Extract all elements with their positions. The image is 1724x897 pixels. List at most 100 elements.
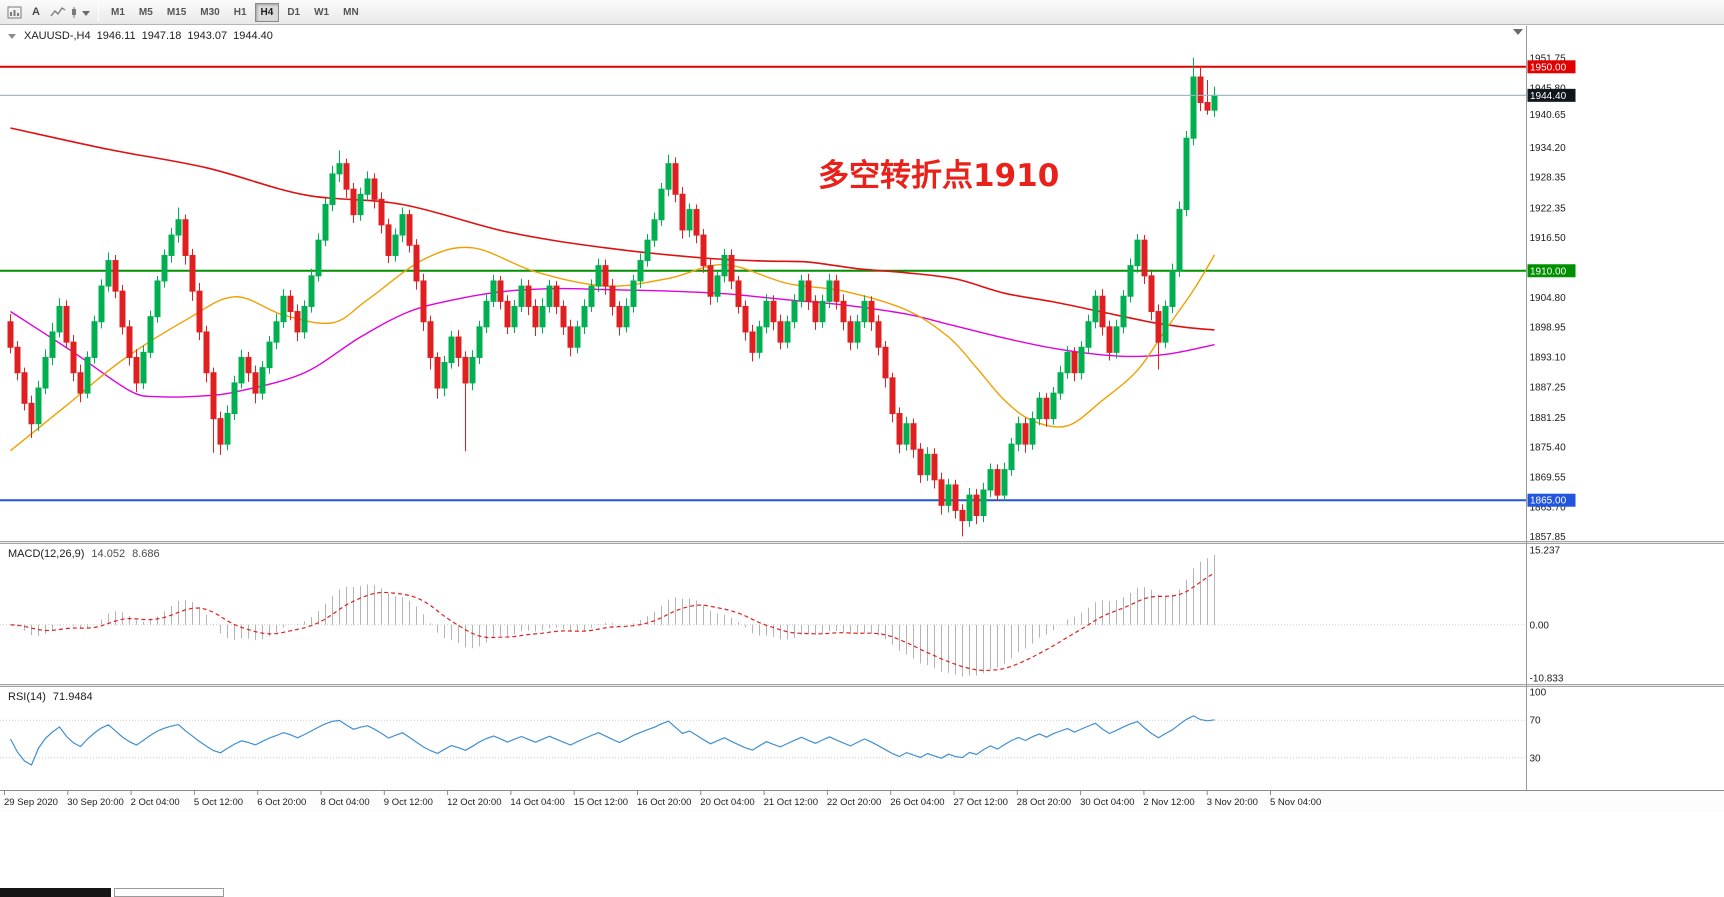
price-axis-label: 1893.10 <box>1530 352 1567 363</box>
one-click-trading-toggle-icon[interactable] <box>8 33 16 39</box>
candle-body <box>259 367 266 394</box>
candle-body <box>126 326 133 358</box>
line-chart-tool-button[interactable] <box>47 2 69 22</box>
candle-body <box>441 362 448 389</box>
candle-body <box>602 265 609 287</box>
time-axis-label: 20 Oct 04:00 <box>700 797 754 808</box>
candle-body <box>273 321 280 343</box>
time-axis-label: 8 Oct 04:00 <box>321 797 370 808</box>
candle-body <box>490 280 497 302</box>
timeframe-button-h1[interactable]: H1 <box>228 3 253 22</box>
candle-body <box>1106 326 1113 353</box>
candle-body <box>287 295 294 313</box>
timeframe-button-m30[interactable]: M30 <box>194 3 225 22</box>
candle-body <box>896 413 903 445</box>
chart-annotation-text: 多空转折点1910 <box>818 158 1060 194</box>
candle-body <box>266 341 273 369</box>
candle-body <box>175 219 182 236</box>
timeframe-button-mn[interactable]: MN <box>337 3 365 22</box>
time-axis-label: 3 Nov 20:00 <box>1207 797 1258 808</box>
time-axis-label: 2 Oct 04:00 <box>131 797 180 808</box>
candle-body <box>1162 305 1169 343</box>
candle-body <box>1197 76 1204 103</box>
chart-window-icon-button[interactable] <box>3 2 25 22</box>
candle-body <box>56 305 63 333</box>
candle-body <box>931 453 938 481</box>
candle-body <box>938 479 945 506</box>
candle-body <box>1064 351 1071 374</box>
timeframe-button-m1[interactable]: M1 <box>105 3 131 22</box>
candle-body <box>224 413 231 445</box>
time-axis: 29 Sep 2020 30 Sep 20:00 2 Oct 04:00 5 Oct … <box>0 791 1724 812</box>
candle-body <box>616 305 623 328</box>
pane-frames <box>0 26 1724 791</box>
candle-body <box>161 254 168 282</box>
candle-body <box>567 326 574 348</box>
price-line-badge-label: 1944.40 <box>1530 91 1567 102</box>
candle-body <box>1050 392 1057 420</box>
time-axis-label: 16 Oct 20:00 <box>637 797 691 808</box>
chart-background <box>0 25 1724 812</box>
pane-splitter[interactable] <box>0 541 1724 544</box>
candle-body <box>840 300 847 323</box>
candle-body <box>805 280 812 302</box>
candle-body <box>714 275 721 297</box>
rsi-indicator-label: RSI(14) 71.9484 <box>8 691 93 703</box>
chart-type-dropdown-button[interactable] <box>69 2 93 22</box>
chart-type-dropdown-icon <box>72 6 90 18</box>
timeframe-button-d1[interactable]: D1 <box>281 3 306 22</box>
time-axis-label: 27 Oct 12:00 <box>954 797 1008 808</box>
time-axis-label: 5 Nov 04:00 <box>1270 797 1321 808</box>
candle-body <box>784 321 791 343</box>
candle-body <box>1008 443 1015 471</box>
candle-body <box>826 280 833 302</box>
candle-body <box>1155 311 1162 343</box>
candle-body <box>686 209 693 231</box>
candle-body <box>462 356 469 384</box>
candle-body <box>469 356 476 384</box>
candle-body <box>847 321 854 343</box>
candle-body <box>245 356 252 374</box>
pane-splitter[interactable] <box>0 684 1724 687</box>
candle-body <box>455 336 462 358</box>
candle-body <box>322 203 329 241</box>
candle-body <box>1120 295 1127 328</box>
price-axis-label: 1863.70 <box>1530 502 1567 513</box>
chart-shift-marker-icon[interactable] <box>1513 29 1523 35</box>
candle-body <box>252 372 259 394</box>
candle-body <box>301 305 308 333</box>
candle-body <box>168 234 175 256</box>
time-axis-label: 30 Sep 20:00 <box>67 797 124 808</box>
candle-body <box>392 234 399 256</box>
candle-body <box>315 239 322 277</box>
timeframe-button-m15[interactable]: M15 <box>161 3 192 22</box>
rsi-value: 71.9484 <box>52 691 93 703</box>
candle-body <box>420 280 427 323</box>
candle-body <box>539 305 546 328</box>
price-axis-label: 1951.75 <box>1530 53 1567 64</box>
candle-body <box>987 469 994 491</box>
macd-axis-label: -10.833 <box>1530 674 1564 685</box>
candle-body <box>707 265 714 297</box>
timeframe-button-m5[interactable]: M5 <box>133 3 159 22</box>
text-tool-button[interactable]: A <box>25 2 47 22</box>
candle-body <box>77 372 84 394</box>
candle-body <box>371 178 378 200</box>
candle-body <box>994 469 1001 496</box>
status-segment-dark <box>0 888 111 897</box>
time-axis-label: 29 Sep 2020 <box>4 797 58 808</box>
ohlc-open: 1946.11 <box>96 30 136 42</box>
timeframe-group: M1 M5 M15 M30 H1 H4 D1 W1 MN <box>104 2 366 22</box>
candle-body <box>357 193 364 216</box>
macd-name: MACD(12,26,9) <box>8 548 85 560</box>
candle-body <box>1183 137 1190 211</box>
price-line-badge <box>1527 493 1576 507</box>
candle-body <box>119 290 126 328</box>
timeframe-button-h4[interactable]: H4 <box>254 2 280 22</box>
price-axis-label: 1940.65 <box>1530 110 1567 121</box>
timeframe-button-w1[interactable]: W1 <box>308 3 335 22</box>
candle-body <box>945 484 952 506</box>
price-axis: 1951.751945.801940.651934.201928.351922.… <box>1527 53 1576 543</box>
candle-body <box>1001 469 1008 496</box>
